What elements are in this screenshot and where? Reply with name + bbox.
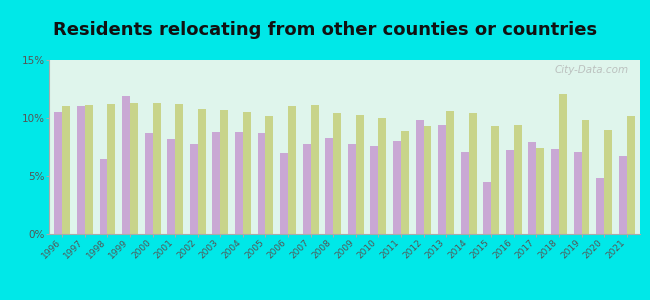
Bar — [559, 94, 567, 234]
Bar — [484, 182, 491, 234]
Bar — [265, 116, 274, 234]
Bar — [438, 125, 446, 234]
Bar — [107, 104, 115, 234]
Bar — [85, 105, 93, 234]
Bar — [62, 106, 70, 234]
Bar — [333, 113, 341, 234]
Bar — [303, 143, 311, 234]
Bar — [213, 132, 220, 234]
Bar — [55, 112, 62, 234]
Bar — [220, 110, 228, 234]
Bar — [348, 143, 356, 234]
Bar — [280, 153, 288, 234]
Bar — [198, 109, 205, 234]
Bar — [243, 112, 251, 234]
Bar — [356, 115, 364, 234]
Bar — [130, 103, 138, 234]
Bar — [235, 132, 243, 234]
Bar — [469, 113, 476, 234]
Bar — [551, 149, 559, 234]
Text: City-Data.com: City-Data.com — [554, 65, 629, 75]
Bar — [325, 138, 333, 234]
Bar — [153, 103, 161, 234]
Bar — [401, 131, 409, 234]
Bar — [257, 133, 265, 234]
Bar — [311, 105, 318, 234]
Bar — [393, 141, 401, 234]
Bar — [506, 151, 514, 234]
Bar — [378, 118, 386, 234]
Bar — [145, 133, 153, 234]
Bar — [424, 126, 432, 234]
Bar — [176, 104, 183, 234]
Bar — [288, 106, 296, 234]
Bar — [604, 130, 612, 234]
Bar — [446, 111, 454, 234]
Bar — [582, 120, 590, 234]
Bar — [514, 125, 522, 234]
Bar — [77, 106, 85, 234]
Bar — [536, 148, 544, 234]
Bar — [627, 116, 634, 234]
Bar — [574, 152, 582, 234]
Text: Residents relocating from other counties or countries: Residents relocating from other counties… — [53, 21, 597, 39]
Bar — [415, 120, 424, 234]
Bar — [619, 156, 627, 234]
Bar — [99, 159, 107, 234]
Bar — [596, 178, 604, 234]
Bar — [190, 143, 198, 234]
Bar — [491, 126, 499, 234]
Bar — [461, 152, 469, 234]
Bar — [528, 142, 536, 234]
Bar — [370, 146, 378, 234]
Bar — [167, 139, 176, 234]
Bar — [122, 96, 130, 234]
